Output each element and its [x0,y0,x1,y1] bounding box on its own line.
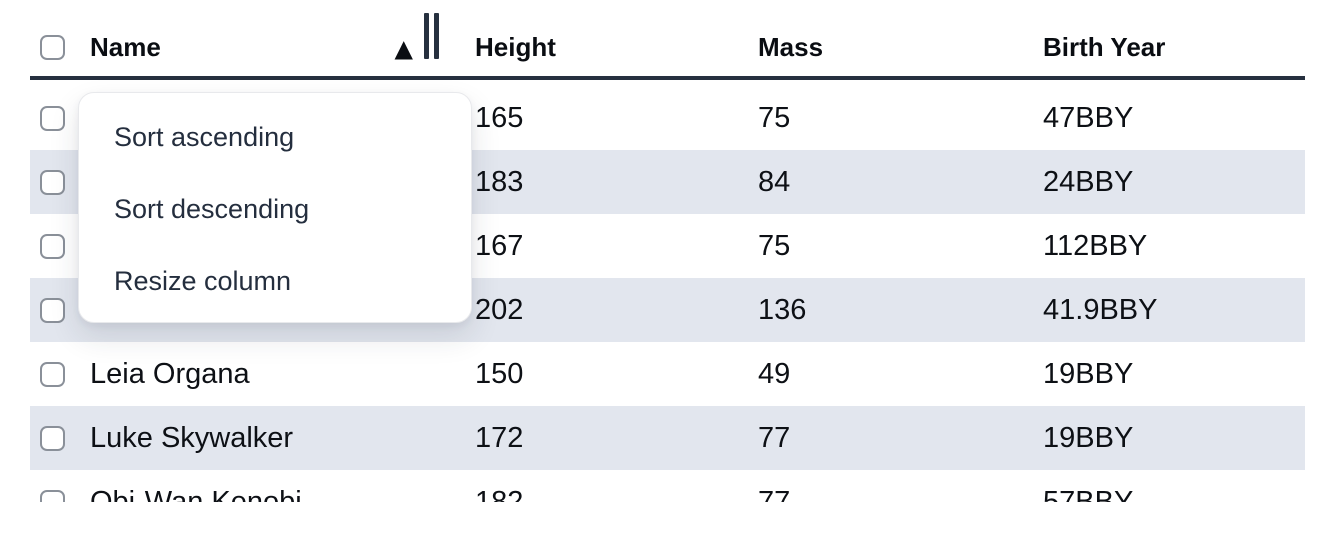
row-checkbox[interactable] [40,361,65,387]
table-body: 165 75 47BBY 183 84 24BBY 167 75 112BBY [30,80,1305,502]
table-row[interactable]: Luke Skywalker 172 77 19BBY [30,406,1305,470]
cell-name: Luke Skywalker [90,421,294,454]
row-checkbox[interactable] [40,169,65,195]
cell-birth-year: 19BBY [1043,357,1134,390]
column-header-name-label: Name [90,31,161,62]
cell-mass: 77 [758,421,791,454]
cell-name: Obi-Wan Kenobi [90,485,302,503]
cell-birth-year: 41.9BBY [1043,293,1158,326]
cell-height: 150 [475,357,524,390]
cell-height: 183 [475,165,524,198]
column-resize-handle[interactable] [424,12,439,59]
cell-height: 165 [475,101,524,134]
table-row[interactable]: Leia Organa 150 49 19BBY [30,342,1305,406]
column-header-name[interactable]: Name ▲ [90,12,475,63]
column-header-birth-year[interactable]: Birth Year [1043,31,1166,62]
sort-ascending-icon: ▲ [394,34,413,63]
data-table: Name ▲ Height Mass Birth Year 165 75 47B… [30,0,1305,502]
header-checkbox-cell [30,34,90,60]
column-header-height[interactable]: Height [475,31,556,62]
row-checkbox[interactable] [40,105,65,131]
table-header: Name ▲ Height Mass Birth Year [30,0,1305,80]
row-checkbox[interactable] [40,425,65,451]
menu-item-resize-column[interactable]: Resize column [114,265,292,296]
cell-height: 167 [475,229,524,262]
table-row[interactable]: 167 75 112BBY [30,214,1305,278]
table-row[interactable]: 202 136 41.9BBY [30,278,1305,342]
cell-height: 202 [475,293,524,326]
cell-birth-year: 112BBY [1043,229,1148,262]
cell-birth-year: 57BBY [1043,485,1134,503]
cell-mass: 75 [758,101,791,134]
table-row[interactable]: 165 75 47BBY [30,86,1305,150]
table-row[interactable]: Obi-Wan Kenobi 182 77 57BBY [30,470,1305,502]
cell-name: Leia Organa [90,357,250,390]
cell-height: 182 [475,485,524,503]
menu-item-sort-descending[interactable]: Sort descending [114,193,310,224]
row-checkbox[interactable] [40,233,65,259]
row-checkbox[interactable] [40,297,65,323]
cell-mass: 77 [758,485,791,503]
select-all-checkbox[interactable] [40,34,65,60]
column-header-mass[interactable]: Mass [758,31,824,62]
cell-mass: 75 [758,229,791,262]
cell-birth-year: 19BBY [1043,421,1134,454]
cell-birth-year: 47BBY [1043,101,1134,134]
cell-mass: 49 [758,357,791,390]
cell-mass: 84 [758,165,791,198]
menu-item-sort-ascending[interactable]: Sort ascending [114,121,295,152]
column-context-menu: Sort ascending Sort descending Resize co… [78,92,472,323]
row-checkbox[interactable] [40,489,65,502]
cell-birth-year: 24BBY [1043,165,1134,198]
cell-mass: 136 [758,293,807,326]
cell-height: 172 [475,421,524,454]
